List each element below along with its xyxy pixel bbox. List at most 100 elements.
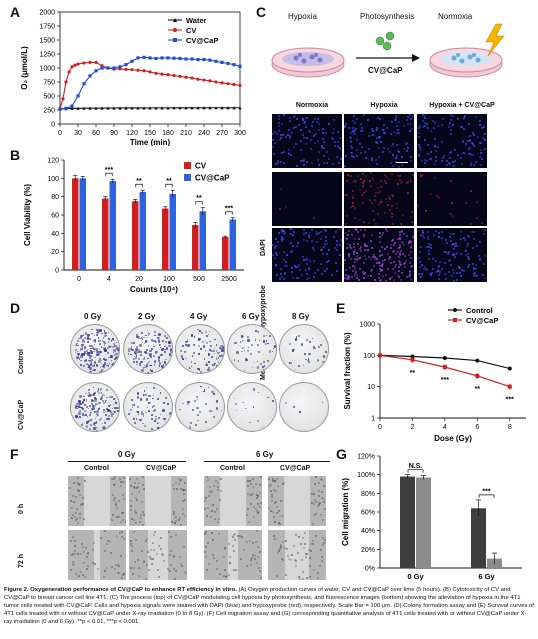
cell-dot <box>117 500 120 503</box>
hypoxia-signal-dot <box>372 253 375 256</box>
cell-dot <box>206 476 209 479</box>
colony-dot <box>98 388 100 390</box>
colony-dot <box>110 333 113 336</box>
colony-dot <box>132 360 135 363</box>
colony-dot <box>140 410 143 413</box>
nucleus-dot <box>322 141 325 144</box>
nucleus-dot <box>395 124 398 127</box>
series-line-CV <box>59 61 241 109</box>
cell-dot <box>93 541 96 544</box>
colony-dot <box>88 413 92 417</box>
hypoxia-signal-dot <box>444 250 447 253</box>
nucleus-dot <box>283 250 286 253</box>
nucleus-dot <box>280 137 283 140</box>
y-axis-label: Cell migration (%) <box>341 478 350 546</box>
nucleus-dot <box>350 144 353 147</box>
cell-dot <box>169 570 172 573</box>
nucleus-dot <box>323 229 326 232</box>
cell-dot <box>233 568 236 571</box>
nucleus-dot <box>378 135 381 138</box>
nucleus-dot <box>323 154 326 157</box>
cell-dot <box>306 553 309 556</box>
nucleus-dot <box>417 144 420 147</box>
nucleus-dot <box>384 131 387 134</box>
nucleus-dot <box>392 267 395 270</box>
nucleus-dot <box>339 137 342 140</box>
nucleus-dot <box>322 147 325 150</box>
cell-dot <box>225 576 228 579</box>
nucleus-dot <box>370 239 373 242</box>
cell-dot <box>135 477 138 480</box>
nucleus-dot <box>422 236 425 239</box>
cell-dot <box>143 513 146 516</box>
x-tick-label: 4 <box>107 276 111 283</box>
nucleus-dot <box>459 266 462 269</box>
cell-dot <box>175 488 178 491</box>
nucleus-dot <box>393 265 396 268</box>
colony-dot <box>76 356 79 359</box>
colony-dot <box>90 418 93 421</box>
data-point-CV <box>226 82 230 86</box>
cell-dot <box>97 568 100 571</box>
data-point-CV <box>94 60 98 64</box>
cell-dot <box>314 476 317 479</box>
cell-dot <box>288 557 290 560</box>
cell-dot <box>172 487 175 490</box>
colony-dot <box>140 337 142 340</box>
cell-dot <box>76 476 79 479</box>
nucleus-dot <box>480 126 483 129</box>
hypoxia-signal-dot <box>476 217 479 220</box>
nucleus-dot <box>468 134 471 137</box>
hypoxia-signal-dot <box>399 253 402 256</box>
colony-dot <box>207 366 210 370</box>
migration-group-header-control-6gy: Control <box>220 465 245 472</box>
colony-dot <box>162 347 165 350</box>
hypoxia-signal-dot <box>345 246 348 249</box>
colony-dot <box>98 408 100 410</box>
nucleus-dot <box>409 155 412 158</box>
cell-dot <box>74 550 77 553</box>
nucleus-dot <box>449 133 452 136</box>
legend-label-CV: CV <box>186 26 196 35</box>
colony-dot <box>96 349 98 352</box>
nucleus-dot <box>314 118 317 121</box>
nucleus-dot <box>360 130 363 133</box>
colony-dot <box>233 359 236 362</box>
colony-dot <box>99 370 102 373</box>
panel-label-f: F <box>10 446 19 462</box>
nucleus-dot <box>306 272 309 275</box>
nucleus-dot <box>462 139 465 142</box>
nucleus-dot <box>366 244 369 247</box>
cell-dot <box>132 519 135 522</box>
colony-dot <box>150 428 153 431</box>
cell-dot <box>255 494 258 497</box>
colony-dot <box>168 341 171 344</box>
colony-dot <box>76 402 79 405</box>
colony-dot <box>98 360 101 363</box>
colony-dot <box>199 347 202 350</box>
nucleus-dot <box>303 164 306 167</box>
nucleus-dot <box>381 265 384 268</box>
nucleus-dot <box>323 162 326 165</box>
colony-dot <box>209 349 212 352</box>
colony-dot <box>111 345 114 348</box>
nucleus-dot <box>424 122 427 125</box>
colony-row-label-control: Control <box>18 349 25 374</box>
cell-dot <box>258 491 261 494</box>
cell-dot <box>251 541 254 544</box>
nucleus-dot <box>430 150 433 153</box>
nucleus-dot <box>440 159 443 162</box>
cell-dot <box>116 515 119 518</box>
nucleus-dot <box>358 238 361 241</box>
y-tick-label: 20% <box>361 547 375 554</box>
hypoxia-signal-dot <box>364 258 367 261</box>
cell-dot <box>312 493 315 496</box>
cell-dot <box>175 515 178 518</box>
colony-dot <box>144 352 147 355</box>
nucleus-dot <box>284 135 287 138</box>
nucleus-dot <box>378 235 381 238</box>
colony-dot <box>209 331 211 333</box>
hypoxia-signal-dot <box>452 243 455 246</box>
nucleus-dot <box>464 239 467 242</box>
